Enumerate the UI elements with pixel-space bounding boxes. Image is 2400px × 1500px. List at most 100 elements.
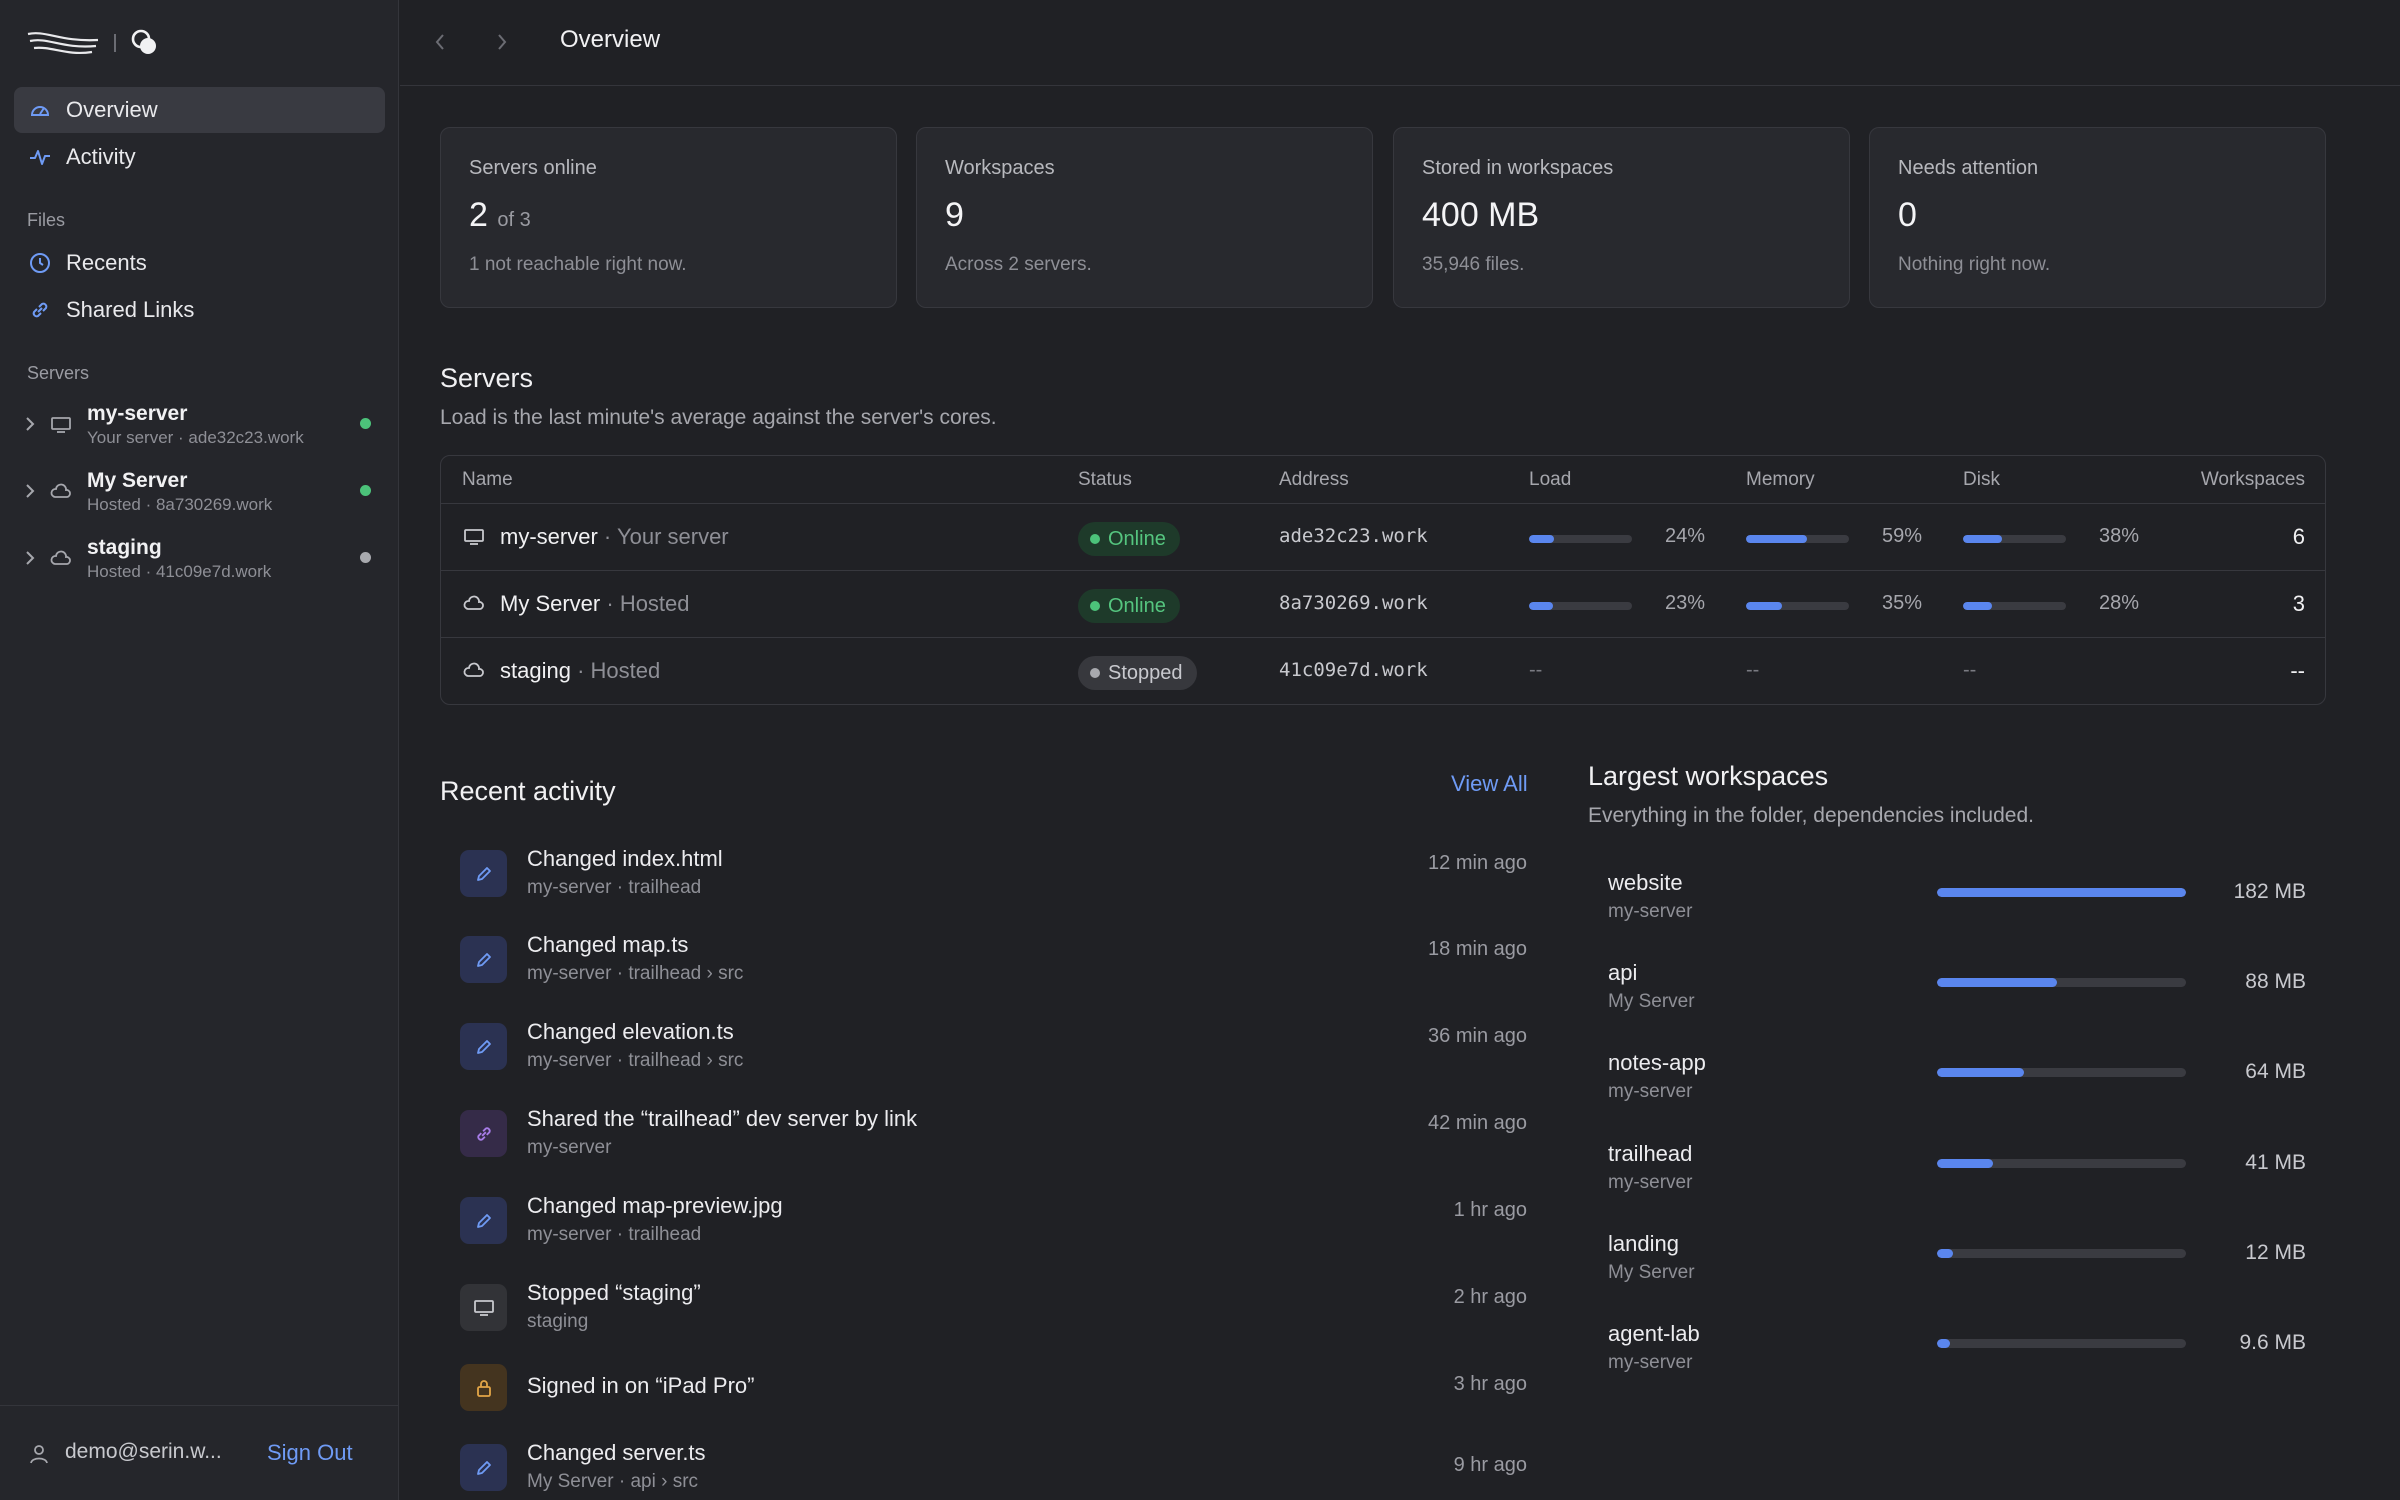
forward-arrow-icon[interactable]	[494, 30, 510, 54]
stat-note: Across 2 servers.	[945, 254, 1092, 275]
activity-item[interactable]: Signed in on “iPad Pro” 3 hr ago	[440, 1352, 1530, 1426]
monitor-icon	[463, 528, 485, 546]
activity-subtitle: my-server · trailhead	[527, 1224, 702, 1245]
server-name: staging	[500, 658, 571, 683]
meter-fill	[1963, 602, 1992, 610]
status-dot-online	[360, 485, 371, 496]
workspace-server: my-server	[1608, 1081, 1693, 1102]
status-text: Online	[1108, 527, 1166, 550]
servers-description: Load is the last minute's average agains…	[440, 406, 997, 429]
link-icon	[460, 1110, 507, 1157]
address-cell: 8a730269.work	[1279, 592, 1428, 614]
workspace-item[interactable]: api My Server 88 MB	[1588, 956, 2326, 1036]
stat-label: Workspaces	[945, 157, 1055, 179]
stat-label: Needs attention	[1898, 157, 2039, 179]
activity-item[interactable]: Changed index.html my-server · trailhead…	[440, 838, 1530, 912]
activity-title: Changed map-preview.jpg	[527, 1193, 783, 1218]
address-cell: 41c09e7d.work	[1279, 659, 1428, 681]
server-name-cell: My Server · Hosted	[500, 591, 690, 617]
chevron-right-icon[interactable]	[23, 483, 37, 499]
chevron-right-icon[interactable]	[23, 416, 37, 432]
activity-subtitle: staging	[527, 1311, 589, 1332]
activity-time: 3 hr ago	[1453, 1373, 1527, 1395]
stat-value-number: 2	[469, 196, 488, 234]
activity-subtitle: My Server · api › src	[527, 1471, 699, 1492]
column-header-name: Name	[462, 469, 513, 490]
activity-item[interactable]: Changed map.ts my-server · trailhead › s…	[440, 924, 1530, 998]
stat-card-workspaces: Workspaces 9 Across 2 servers.	[916, 127, 1373, 308]
chevron-right-icon[interactable]	[23, 550, 37, 566]
address-cell: ade32c23.work	[1279, 525, 1428, 547]
server-name: My Server	[87, 469, 188, 492]
table-row[interactable]: staging · Hosted Stopped 41c09e7d.work -…	[441, 638, 2325, 705]
table-row[interactable]: my-server · Your server Online ade32c23.…	[441, 504, 2325, 571]
wave-logo-icon	[26, 28, 100, 58]
stat-value: 400 MB	[1422, 196, 1540, 234]
activity-item[interactable]: Changed server.ts My Server · api › src …	[440, 1432, 1530, 1500]
stat-card-needs-attention: Needs attention 0 Nothing right now.	[1869, 127, 2326, 308]
sidebar-server-my-server[interactable]: my-server Your server · ade32c23.work	[14, 400, 385, 460]
workspace-server: my-server	[1608, 1352, 1693, 1373]
activity-item[interactable]: Shared the “trailhead” dev server by lin…	[440, 1098, 1530, 1172]
activity-time: 9 hr ago	[1453, 1454, 1527, 1476]
activity-item[interactable]: Changed elevation.ts my-server · trailhe…	[440, 1011, 1530, 1085]
server-name: My Server	[500, 591, 601, 616]
view-all-link[interactable]: View All	[1451, 771, 1528, 796]
nav-overview[interactable]: Overview	[14, 87, 385, 133]
workspace-size: 88 MB	[2245, 970, 2306, 993]
monitor-icon	[50, 416, 72, 434]
cloud-icon	[463, 595, 485, 613]
column-header-status: Status	[1078, 469, 1132, 490]
stat-note: 35,946 files.	[1422, 254, 1525, 275]
server-kind: · Your server	[603, 524, 729, 549]
sign-out-button[interactable]: Sign Out	[267, 1440, 353, 1465]
activity-title: Shared the “trailhead” dev server by lin…	[527, 1106, 918, 1131]
activity-item[interactable]: Stopped “staging” staging 2 hr ago	[440, 1272, 1530, 1346]
server-subtitle: Hosted · 41c09e7d.work	[87, 562, 272, 581]
table-row[interactable]: My Server · Hosted Online 8a730269.work …	[441, 571, 2325, 638]
meter-fill	[1529, 535, 1554, 543]
sidebar-footer: demo@serin.w... Sign Out	[0, 1405, 399, 1500]
workspace-name: trailhead	[1608, 1141, 1693, 1166]
workspace-name: website	[1608, 870, 1683, 895]
workspace-logo-icon[interactable]	[130, 28, 160, 58]
back-arrow-icon[interactable]	[432, 30, 448, 54]
bar-fill	[1937, 1339, 1951, 1348]
activity-item[interactable]: Changed map-preview.jpg my-server · trai…	[440, 1185, 1530, 1259]
topbar: Overview	[400, 0, 2400, 86]
nav-activity[interactable]: Activity	[14, 134, 385, 180]
stat-note: Nothing right now.	[1898, 254, 2051, 275]
workspace-item[interactable]: website my-server 182 MB	[1588, 866, 2326, 946]
load-empty: --	[1529, 659, 1543, 681]
status-text: Online	[1108, 594, 1166, 617]
activity-subtitle: my-server · trailhead	[527, 877, 702, 898]
monitor-icon	[460, 1284, 507, 1331]
bar-fill	[1937, 1159, 1994, 1168]
nav-recents[interactable]: Recents	[14, 240, 385, 286]
clock-icon	[28, 251, 52, 275]
workspace-item[interactable]: agent-lab my-server 9.6 MB	[1588, 1317, 2326, 1397]
link-icon	[28, 298, 52, 322]
status-dot	[1090, 668, 1100, 678]
stat-value: 2 of 3	[469, 196, 531, 235]
memory-percent: 59%	[1881, 525, 1922, 547]
nav-shared-links[interactable]: Shared Links	[14, 287, 385, 333]
pencil-icon	[460, 1023, 507, 1070]
workspace-item[interactable]: notes-app my-server 64 MB	[1588, 1046, 2326, 1126]
workspace-item[interactable]: trailhead my-server 41 MB	[1588, 1137, 2326, 1217]
sidebar-server-my-server-hosted[interactable]: My Server Hosted · 8a730269.work	[14, 467, 385, 527]
load-meter	[1529, 602, 1632, 610]
activity-title: Changed index.html	[527, 846, 723, 871]
bar-fill	[1937, 978, 2057, 987]
stat-label: Stored in workspaces	[1422, 157, 1614, 179]
workspace-name: agent-lab	[1608, 1321, 1700, 1346]
workspace-size: 9.6 MB	[2239, 1331, 2306, 1354]
workspace-item[interactable]: landing My Server 12 MB	[1588, 1227, 2326, 1307]
workspace-server: My Server	[1608, 991, 1695, 1012]
nav-label: Activity	[66, 144, 136, 169]
sidebar-server-staging[interactable]: staging Hosted · 41c09e7d.work	[14, 534, 385, 594]
load-meter	[1529, 535, 1632, 543]
column-header-disk: Disk	[1963, 469, 2000, 490]
nav-label: Shared Links	[66, 297, 195, 322]
workspace-size-bar	[1937, 978, 2186, 987]
